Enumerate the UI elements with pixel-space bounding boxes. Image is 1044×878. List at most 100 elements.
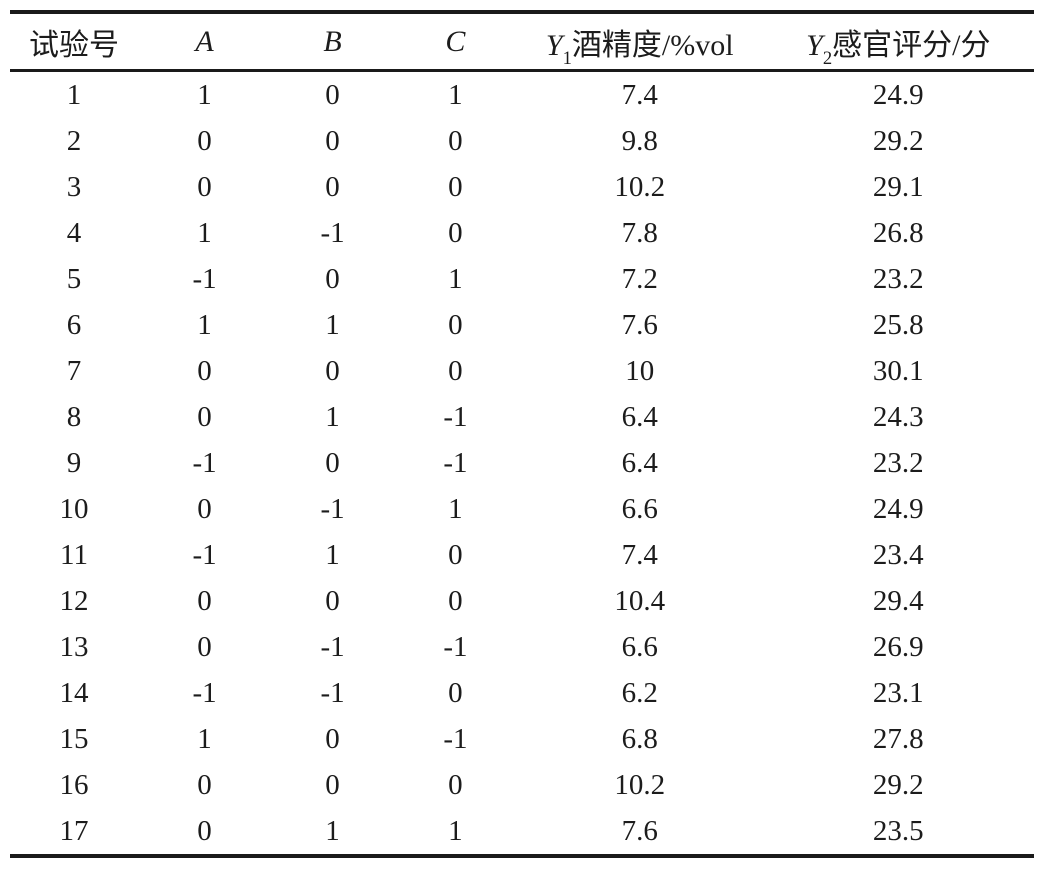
header-row: 试验号 A B C Y1酒精度/%vol Y2感官评分/分 xyxy=(10,12,1034,72)
cell-run: 12 xyxy=(59,584,89,617)
table-body: 1 1 0 1 7.4 24.9 2 0 0 0 9.8 29.2 3 0 0 0 10.2 29.1 4 1 -1 0 7… xyxy=(10,71,1034,857)
cell-y1: 7.2 xyxy=(621,262,658,295)
cell-c: 0 xyxy=(448,768,463,801)
cell-y2: 23.2 xyxy=(872,262,924,295)
cell-y2: 29.4 xyxy=(872,584,924,617)
cell-run: 14 xyxy=(59,676,89,709)
experiment-design-table: 试验号 A B C Y1酒精度/%vol Y2感官评分/分 1 1 0 1 7.4 24.… xyxy=(10,10,1034,858)
cell-y2: 23.2 xyxy=(872,446,924,479)
cell-y1: 6.4 xyxy=(621,400,658,433)
col-header-run: 试验号 xyxy=(10,12,138,72)
cell-c: 0 xyxy=(448,354,463,387)
cell-y1: 10.4 xyxy=(614,584,666,617)
cell-y1: 9.8 xyxy=(621,124,658,157)
cell-a: 1 xyxy=(197,722,212,755)
cell-run: 9 xyxy=(66,446,82,479)
cell-b: 0 xyxy=(325,768,340,801)
cell-a: 0 xyxy=(197,814,212,847)
cell-c: 0 xyxy=(448,170,463,203)
cell-b: 0 xyxy=(325,446,340,479)
cell-b: 1 xyxy=(325,308,340,341)
table-row: 3 0 0 0 10.2 29.1 xyxy=(10,164,1034,210)
cell-c: -1 xyxy=(443,400,468,433)
cell-a: 0 xyxy=(197,354,212,387)
cell-a: -1 xyxy=(192,262,217,295)
cell-b: 0 xyxy=(325,722,340,755)
table-row: 7 0 0 0 10 30.1 xyxy=(10,348,1034,394)
y1-subscript: 1 xyxy=(562,47,572,69)
table-row: 2 0 0 0 9.8 29.2 xyxy=(10,118,1034,164)
col-header-y2-sensory: Y2感官评分/分 xyxy=(762,12,1034,72)
y2-subscript: 2 xyxy=(822,47,833,69)
y1-variable: Y xyxy=(545,28,563,62)
cell-c: -1 xyxy=(443,446,468,479)
table-row: 6 1 1 0 7.6 25.8 xyxy=(10,302,1034,348)
cell-y2: 29.1 xyxy=(872,170,924,203)
cell-y2: 29.2 xyxy=(872,768,924,801)
cell-a: 0 xyxy=(197,400,212,433)
cell-a: 0 xyxy=(197,768,212,801)
cell-y2: 27.8 xyxy=(872,722,924,755)
cell-c: -1 xyxy=(443,722,468,755)
cell-y1: 10.2 xyxy=(614,170,666,203)
cell-a: 0 xyxy=(197,584,212,617)
cell-b: 0 xyxy=(325,124,340,157)
cell-run: 16 xyxy=(59,768,89,801)
cell-c: 0 xyxy=(448,538,463,571)
cell-y1: 6.4 xyxy=(621,446,658,479)
y1-label-text: 酒精度/%vol xyxy=(571,28,734,62)
table-row: 1 1 0 1 7.4 24.9 xyxy=(10,71,1034,119)
cell-run: 2 xyxy=(66,124,82,157)
cell-y2: 29.2 xyxy=(872,124,924,157)
cell-c: 0 xyxy=(448,216,463,249)
cell-a: 0 xyxy=(197,124,212,157)
cell-y1: 7.4 xyxy=(621,78,658,111)
cell-y1: 7.6 xyxy=(621,308,658,341)
cell-run: 1 xyxy=(66,78,82,111)
cell-run: 7 xyxy=(66,354,82,387)
cell-c: 0 xyxy=(448,584,463,617)
cell-y2: 24.9 xyxy=(872,492,924,525)
cell-y2: 23.4 xyxy=(872,538,924,571)
cell-run: 11 xyxy=(60,538,88,571)
table-row: 8 0 1 -1 6.4 24.3 xyxy=(10,394,1034,440)
cell-c: 1 xyxy=(448,492,463,525)
table-page: 试验号 A B C Y1酒精度/%vol Y2感官评分/分 1 1 0 1 7.4 24.… xyxy=(10,10,1034,858)
cell-run: 13 xyxy=(59,630,89,663)
y2-variable: Y xyxy=(806,28,823,62)
cell-y2: 25.8 xyxy=(872,308,924,341)
cell-a: 1 xyxy=(197,78,212,111)
cell-run: 6 xyxy=(66,308,82,341)
cell-b: -1 xyxy=(320,630,345,663)
cell-c: 1 xyxy=(448,814,463,847)
cell-y2: 24.9 xyxy=(872,78,924,111)
cell-a: 0 xyxy=(197,170,212,203)
table-row: 16 0 0 0 10.2 29.2 xyxy=(10,762,1034,808)
cell-c: 0 xyxy=(448,676,463,709)
cell-run: 4 xyxy=(66,216,82,249)
col-header-y1-alcohol: Y1酒精度/%vol xyxy=(516,12,763,72)
table-row: 12 0 0 0 10.4 29.4 xyxy=(10,578,1034,624)
table-row: 10 0 -1 1 6.6 24.9 xyxy=(10,486,1034,532)
cell-b: 0 xyxy=(325,170,340,203)
cell-a: 0 xyxy=(197,492,212,525)
col-header-factor-a: A xyxy=(138,12,272,72)
cell-b: 0 xyxy=(325,354,340,387)
table-row: 5 -1 0 1 7.2 23.2 xyxy=(10,256,1034,302)
cell-y1: 6.2 xyxy=(621,676,658,709)
cell-a: 1 xyxy=(197,308,212,341)
cell-y1: 7.4 xyxy=(621,538,658,571)
cell-y1: 10.2 xyxy=(614,768,666,801)
table-row: 14 -1 -1 0 6.2 23.1 xyxy=(10,670,1034,716)
cell-run: 10 xyxy=(59,492,89,525)
cell-y1: 6.6 xyxy=(621,492,658,525)
cell-c: 1 xyxy=(448,262,463,295)
cell-y1: 7.6 xyxy=(621,814,658,847)
table-row: 13 0 -1 -1 6.6 26.9 xyxy=(10,624,1034,670)
table-row: 11 -1 1 0 7.4 23.4 xyxy=(10,532,1034,578)
cell-c: -1 xyxy=(443,630,468,663)
cell-y2: 26.9 xyxy=(872,630,924,663)
cell-y2: 24.3 xyxy=(872,400,924,433)
cell-y1: 6.8 xyxy=(621,722,658,755)
cell-c: 0 xyxy=(448,308,463,341)
